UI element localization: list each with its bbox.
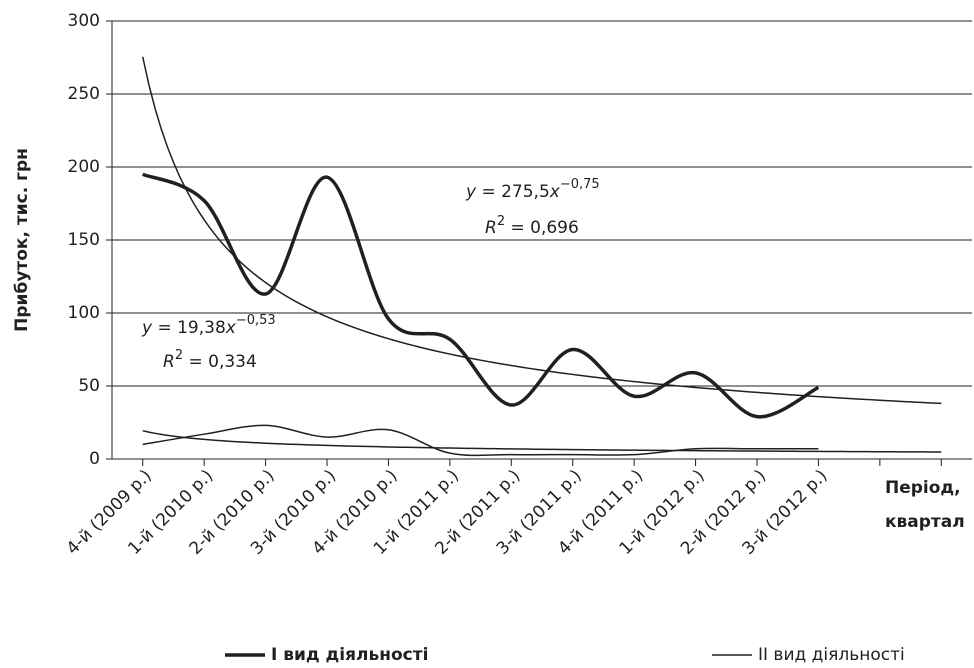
y-tick-label: 250 [68, 84, 100, 104]
annotation: y = 19,38x−0,53 [141, 313, 276, 339]
annotation: R2 = 0,334 [163, 348, 257, 373]
trendline [142, 429, 942, 453]
legend-label: ІІ вид діяльності [758, 645, 905, 665]
y-tick-label: 0 [89, 449, 100, 469]
x-axis-title: Період, [885, 478, 961, 498]
x-axis-title: квартал [885, 512, 965, 532]
y-tick-label: 200 [68, 157, 100, 177]
annotation: y = 275,5x−0,75 [465, 177, 600, 203]
y-tick-label: 150 [68, 230, 100, 250]
series-line [142, 172, 820, 419]
y-tick-label: 300 [68, 11, 100, 31]
annotation: R2 = 0,696 [485, 214, 579, 239]
y-axis-title: Прибуток, тис. грн [12, 148, 32, 332]
series-line [142, 424, 819, 457]
y-tick-label: 100 [68, 303, 100, 323]
legend-label: І вид діяльності [271, 645, 428, 665]
y-tick-label: 50 [78, 376, 100, 396]
